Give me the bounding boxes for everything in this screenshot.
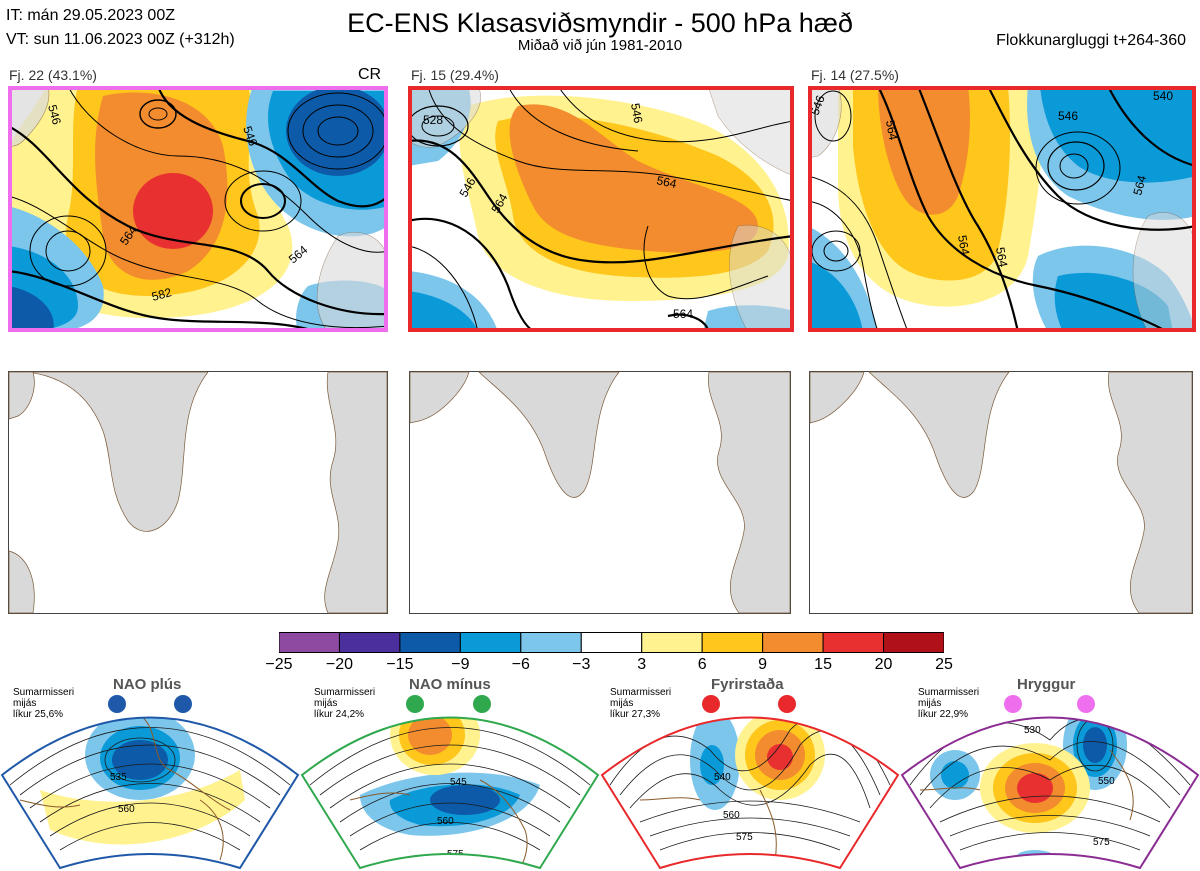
regime-ridge-contour-label: 550 [1098, 776, 1115, 787]
regime-blocking-contour-label: 560 [723, 810, 740, 821]
chart-subtitle: Miðað við jún 1981-2010 [517, 37, 683, 54]
colorbar-tick-label: −25 [265, 656, 293, 673]
colorbar-cell [399, 632, 461, 653]
regime-ridge-contour-label: 575 [1093, 837, 1110, 848]
cluster-3-label: Fj. 14 (27.5%) [811, 67, 899, 83]
cluster-1-tag: CR [358, 66, 382, 83]
regime-ridge-note: Sumarmisseri mijás líkur 22,9% [918, 687, 980, 720]
regime-nao-plus-map: 535 560 [0, 695, 300, 870]
cluster-3-contour-label: 546 [808, 93, 828, 117]
regime-nao-plus-name: NAO plús [113, 676, 182, 693]
cluster-3-map: 546 540 546 564 564 564 564 [808, 86, 1196, 332]
regime-blocking-frame [600, 716, 900, 870]
colorbar-tick-label: −3 [572, 656, 591, 673]
cluster-3-contour-label: 564 [1130, 173, 1149, 196]
cluster-1-contour-label: 582 [150, 285, 173, 304]
regime-nao-plus-contour-label: 535 [110, 772, 127, 783]
colorbar-cell [701, 632, 764, 653]
regime-ridge-name: Hryggur [1017, 676, 1076, 693]
regime-blocking-name: Fyrirstaða [711, 676, 784, 693]
init-time: IT: mán 29.05.2023 00Z [6, 7, 175, 24]
colorbar-tick-label: −15 [386, 656, 414, 673]
regime-blocking-dot [702, 695, 720, 713]
chart-title: EC-ENS Klasasviðsmyndir - 500 hPa hæð [347, 8, 853, 38]
regime-nao-minus-frame [300, 716, 600, 870]
classification-window: Flokkunargluggi t+264-360 [996, 32, 1186, 49]
cluster-2-contour-label: 546 [628, 102, 645, 124]
colorbar-cell [520, 632, 582, 653]
colorbar [279, 632, 944, 653]
empty-map-3 [809, 371, 1193, 614]
regime-ridge-map: 530 550 575 [900, 695, 1200, 870]
colorbar-cell [580, 632, 643, 653]
colorbar-tick-label: 20 [874, 656, 893, 673]
cluster-2-frame [408, 86, 794, 332]
cluster-3-contour-label: 540 [1153, 89, 1173, 103]
colorbar-cell [459, 632, 522, 653]
cluster-3-contour-label: 564 [883, 119, 900, 141]
colorbar-cell [279, 632, 340, 653]
cluster-3-contour-label: 546 [1058, 109, 1078, 123]
colorbar-tick-label: 3 [637, 656, 647, 673]
regime-nao-minus-contour-label: 545 [450, 777, 467, 788]
regime-blocking-dot [778, 695, 796, 713]
colorbar-cell [641, 632, 703, 653]
cluster-2-label: Fj. 15 (29.4%) [411, 67, 499, 83]
regime-nao-plus-dot [108, 695, 126, 713]
colorbar-tick-label: −6 [511, 656, 530, 673]
colorbar-tick-label: −9 [451, 656, 470, 673]
regime-nao-minus-dot [473, 695, 491, 713]
regime-ridge-frame [900, 716, 1200, 870]
colorbar-cell [762, 632, 824, 653]
regime-blocking-note: Sumarmisseri mijás líkur 27,3% [610, 687, 672, 720]
regime-nao-minus-contour-label: 560 [437, 816, 454, 827]
cluster-1-contour-label: 546 [45, 103, 64, 126]
cluster-3-contour-label: 564 [955, 234, 972, 256]
regime-nao-minus-map: 545 560 575 [300, 695, 600, 870]
colorbar-tick-label: 6 [697, 656, 707, 673]
regime-nao-plus-contour-label: 560 [118, 804, 135, 815]
cluster-1-contour-label: 546 [240, 124, 260, 148]
regime-nao-plus-dot [174, 695, 192, 713]
cluster-1-map: 546 546 564 564 582 [8, 86, 388, 332]
cluster-1-frame [8, 86, 388, 332]
regime-ridge-dot [1004, 695, 1022, 713]
regime-blocking-map: 540 560 575 [600, 695, 900, 870]
regime-nao-minus-note: Sumarmisseri mijás líkur 24,2% [314, 687, 376, 720]
cluster-1-label: Fj. 22 (43.1%) [9, 67, 97, 83]
cluster-2-map: 528 546 546 564 564 564 [408, 86, 794, 332]
empty-map-2 [409, 371, 791, 614]
regime-ridge-contour-label: 530 [1024, 725, 1041, 736]
regime-blocking-contour-label: 540 [714, 772, 731, 783]
cluster-2-contour-label: 564 [673, 307, 693, 321]
colorbar-tick-label: 25 [935, 656, 953, 673]
valid-time: VT: sun 11.06.2023 00Z (+312h) [6, 31, 235, 48]
regime-blocking-contour-label: 575 [736, 832, 753, 843]
colorbar-cell [822, 632, 885, 653]
colorbar-tick-label: 15 [814, 656, 832, 673]
cluster-3-frame [808, 86, 1196, 332]
regime-nao-plus-note: Sumarmisseri mijás líkur 25,6% [13, 687, 75, 720]
regime-nao-minus-dot [406, 695, 424, 713]
empty-map-1 [8, 371, 388, 614]
colorbar-tick-label: −20 [325, 656, 354, 673]
regime-nao-plus-frame [0, 716, 300, 870]
colorbar-tick-label: 9 [758, 656, 768, 673]
cluster-2-contour-label: 528 [423, 113, 443, 127]
cluster-2-contour-label: 564 [655, 173, 678, 191]
cluster-3-contour-label: 564 [993, 246, 1010, 268]
regime-nao-minus-name: NAO mínus [409, 676, 491, 693]
regime-ridge-dot [1077, 695, 1095, 713]
colorbar-cell [883, 632, 944, 653]
colorbar-cell [338, 632, 401, 653]
